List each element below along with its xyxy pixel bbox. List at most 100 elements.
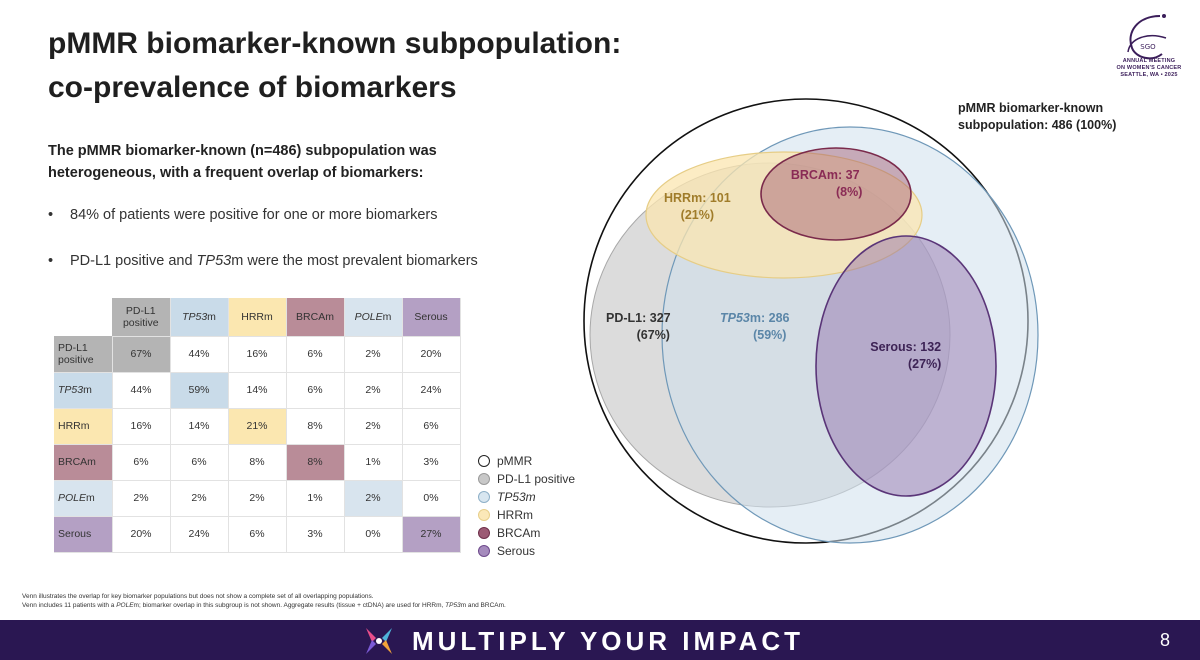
footnote-2: Venn includes 11 patients with a POLEm; … [22, 602, 506, 609]
logo-line-2: ON WOMEN'S CANCER [1116, 65, 1182, 71]
footer-banner: MULTIPLY YOUR IMPACT 8 [0, 620, 1200, 660]
legend-swatch-icon [478, 473, 490, 485]
sgo-logo-icon: SGO [1127, 14, 1167, 60]
table-row: Serous 20% 24% 6% 3% 0% 27% [54, 516, 461, 553]
venn-outer-label-line-2: subpopulation: 486 (100%) [958, 118, 1117, 132]
table-cell: 14% [228, 372, 287, 409]
legend-item: pMMR [478, 452, 575, 470]
table-cell: 2% [344, 336, 403, 373]
banner-slogan: MULTIPLY YOUR IMPACT [412, 626, 805, 656]
table-row: PD-L1 positive 67% 44% 16% 6% 2% 20% [54, 336, 461, 373]
page-number: 8 [1160, 630, 1171, 650]
footnotes: Venn illustrates the overlap for key bio… [22, 592, 922, 610]
legend-item: Serous [478, 542, 575, 560]
legend-swatch-icon [478, 545, 490, 557]
venn-tp53-label: TP53m: 286 (59%) [720, 311, 790, 342]
legend-item: BRCAm [478, 524, 575, 542]
intro-line-2: heterogeneous, with a frequent overlap o… [48, 165, 424, 181]
legend-swatch-icon [478, 455, 490, 467]
table-cell: 59% [170, 372, 229, 409]
table-cell: 2% [344, 480, 403, 517]
table-cell: 6% [286, 336, 345, 373]
legend-label: TP53m [497, 490, 536, 504]
legend-item: HRRm [478, 506, 575, 524]
table-cell: 6% [402, 408, 461, 445]
legend-label: Serous [497, 544, 536, 558]
bullet-item: 84% of patients were positive for one or… [48, 204, 588, 250]
title-line-1: pMMR biomarker-known subpopulation: [48, 27, 622, 60]
venn-pdl1-label: PD-L1: 327 (67%) [606, 311, 671, 342]
footnote-1: Venn illustrates the overlap for key bio… [22, 593, 374, 600]
row-header: TP53m [54, 372, 113, 409]
row-header: POLEm [54, 480, 113, 517]
table-corner [54, 298, 112, 336]
table-cell: 24% [402, 372, 461, 409]
legend-swatch-icon [478, 527, 490, 539]
venn-legend: pMMR PD-L1 positive TP53m HRRm BRCAm Serous [478, 452, 575, 560]
table-cell: 16% [228, 336, 287, 373]
logo-mark: SGO [1140, 43, 1156, 51]
table-cell: 27% [402, 516, 461, 553]
column-header: Serous [402, 298, 461, 337]
legend-item: PD-L1 positive [478, 470, 575, 488]
intro-text: The pMMR biomarker-known (n=486) subpopu… [48, 140, 548, 184]
venn-hrr-label: HRRm: 101 (21%) [664, 191, 731, 222]
venn-brca-ellipse [760, 147, 912, 241]
table-cell: 6% [170, 444, 229, 481]
table-cell: 1% [344, 444, 403, 481]
venn-serous-ellipse [815, 235, 997, 497]
table-cell: 14% [170, 408, 229, 445]
table-row: POLEm 2% 2% 2% 1% 2% 0% [54, 480, 461, 517]
legend-label: PD-L1 positive [497, 472, 576, 486]
table-cell: 67% [112, 336, 171, 373]
venn-hrr-ellipse [645, 151, 923, 279]
table-cell: 8% [286, 408, 345, 445]
legend-swatch-icon [478, 509, 490, 521]
slide-title: pMMR biomarker-known subpopulation: co-p… [48, 22, 748, 110]
table-cell: 6% [286, 372, 345, 409]
table-row: TP53m 44% 59% 14% 6% 2% 24% [54, 372, 461, 409]
table-cell: 8% [228, 444, 287, 481]
column-header: BRCAm [286, 298, 345, 337]
table-cell: 20% [402, 336, 461, 373]
table-cell: 21% [228, 408, 287, 445]
table-cell: 2% [228, 480, 287, 517]
intro-line-1: The pMMR biomarker-known (n=486) subpopu… [48, 143, 437, 159]
legend-label: pMMR [497, 454, 533, 468]
venn-diagram [583, 98, 1039, 544]
table-cell: 6% [228, 516, 287, 553]
legend-swatch-icon [478, 491, 490, 503]
table-cell: 0% [344, 516, 403, 553]
venn-serous-label: Serous: 132 (27%) [870, 340, 942, 371]
venn-brca-label: BRCAm: 37 (8%) [790, 168, 863, 199]
table-cell: 2% [112, 480, 171, 517]
venn-outer-label: pMMR biomarker-known subpopulation: 486 … [958, 100, 1116, 134]
row-header: BRCAm [54, 444, 113, 481]
table-cell: 2% [344, 408, 403, 445]
venn-outer-label-line-1: pMMR biomarker-known [958, 101, 1104, 115]
table-cell: 3% [286, 516, 345, 553]
column-header: HRRm [228, 298, 287, 337]
co-prevalence-table: PD-L1 positive TP53m HRRm BRCAm POLEm Serous PD… [54, 298, 461, 553]
table-row: HRRm 16% 14% 21% 8% 2% 6% [54, 408, 461, 445]
table-cell: 0% [402, 480, 461, 517]
legend-item: TP53m [478, 488, 575, 506]
logo-text: ANNUAL MEETING ON WOMEN'S CANCER SEATTLE… [1106, 58, 1192, 79]
title-line-2: co-prevalence of biomarkers [48, 71, 457, 104]
row-header: HRRm [54, 408, 113, 445]
table-cell: 2% [170, 480, 229, 517]
table-cell: 2% [344, 372, 403, 409]
table-cell: 6% [112, 444, 171, 481]
table-cell: 8% [286, 444, 345, 481]
table-cell: 1% [286, 480, 345, 517]
column-header: POLEm [344, 298, 403, 337]
table-cell: 3% [402, 444, 461, 481]
table-cell: 44% [112, 372, 171, 409]
bullet-list: 84% of patients were positive for one or… [48, 204, 588, 296]
logo-line-3: SEATTLE, WA • 2025 [1120, 72, 1178, 78]
logo-line-1: ANNUAL MEETING [1122, 58, 1176, 64]
table-cell: 24% [170, 516, 229, 553]
column-header: PD-L1 positive [112, 298, 171, 337]
table-cell: 16% [112, 408, 171, 445]
table-row: BRCAm 6% 6% 8% 8% 1% 3% [54, 444, 461, 481]
